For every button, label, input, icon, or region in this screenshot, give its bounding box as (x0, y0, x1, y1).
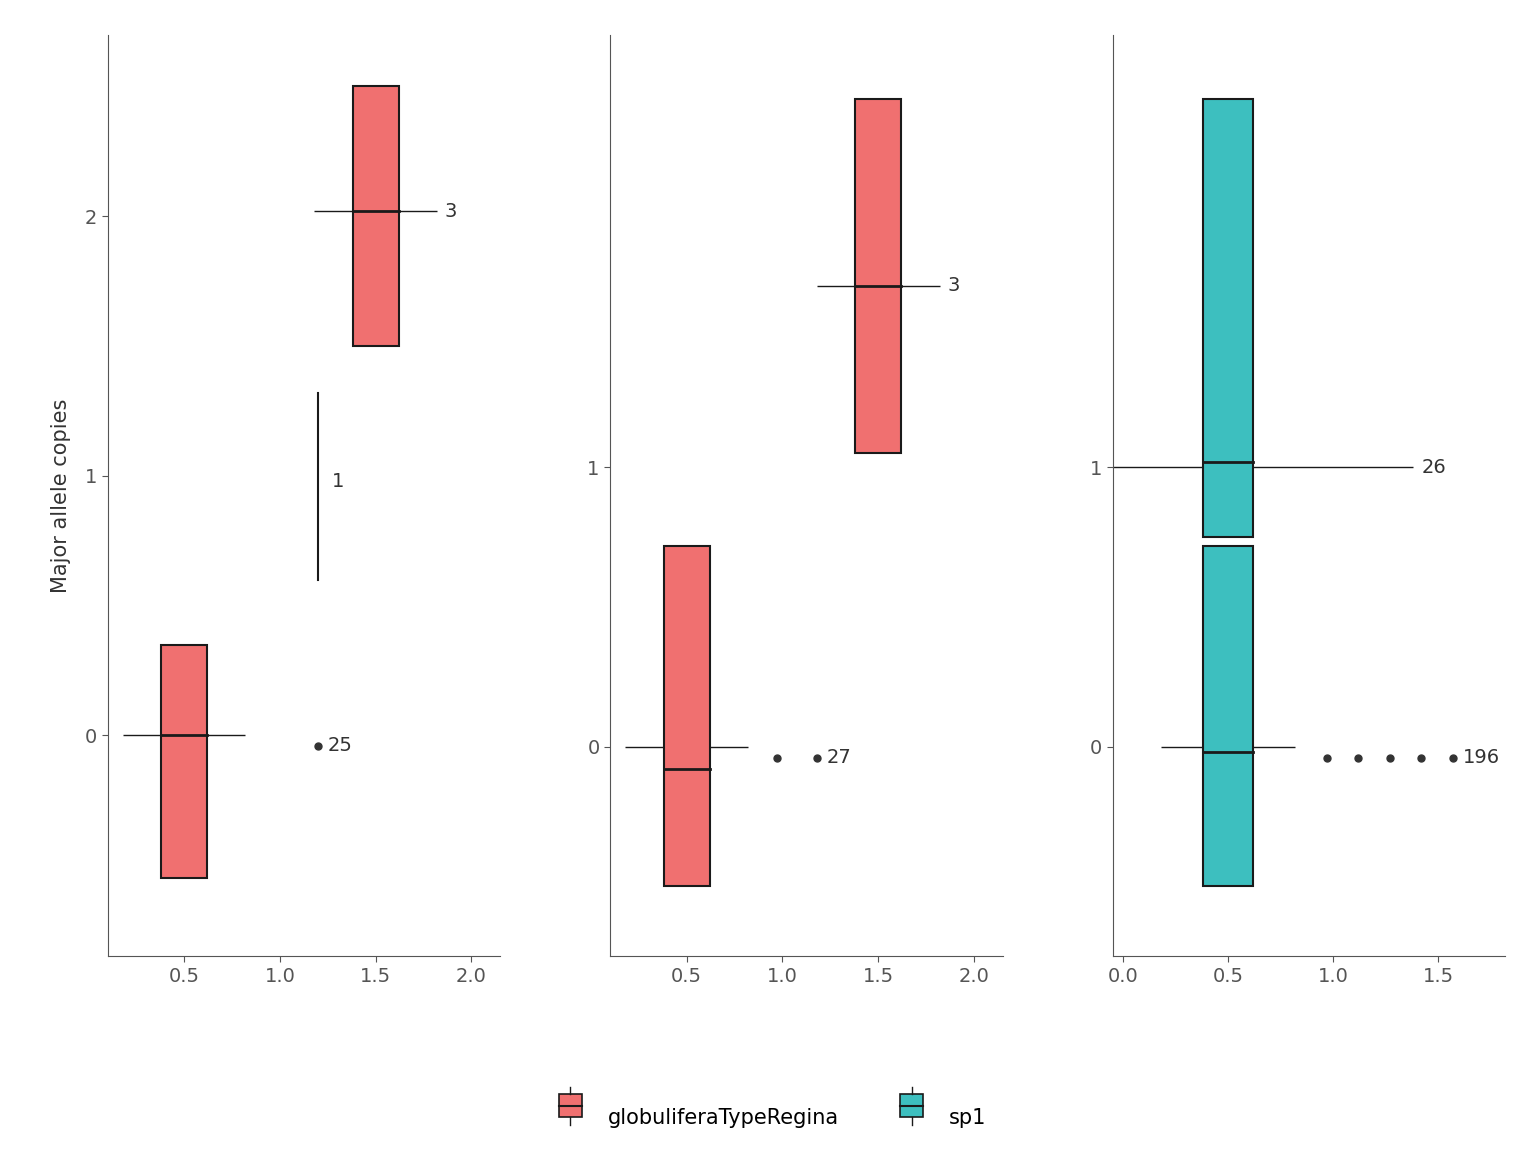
Text: 25: 25 (327, 736, 353, 756)
Text: 27: 27 (826, 749, 851, 767)
Bar (353, 86, 399, 346)
Text: 3: 3 (444, 202, 458, 220)
Bar (1203, 99, 1253, 537)
Text: 26: 26 (1421, 458, 1445, 477)
Text: 3: 3 (948, 276, 960, 295)
Text: 196: 196 (1464, 749, 1501, 767)
Legend: globuliferaTypeRegina, sp1: globuliferaTypeRegina, sp1 (550, 1105, 986, 1130)
Text: 1: 1 (332, 471, 344, 491)
Bar (161, 645, 207, 878)
Y-axis label: Major allele copies: Major allele copies (51, 399, 71, 592)
Bar (1203, 546, 1253, 886)
Bar (856, 99, 902, 454)
Bar (664, 546, 710, 886)
